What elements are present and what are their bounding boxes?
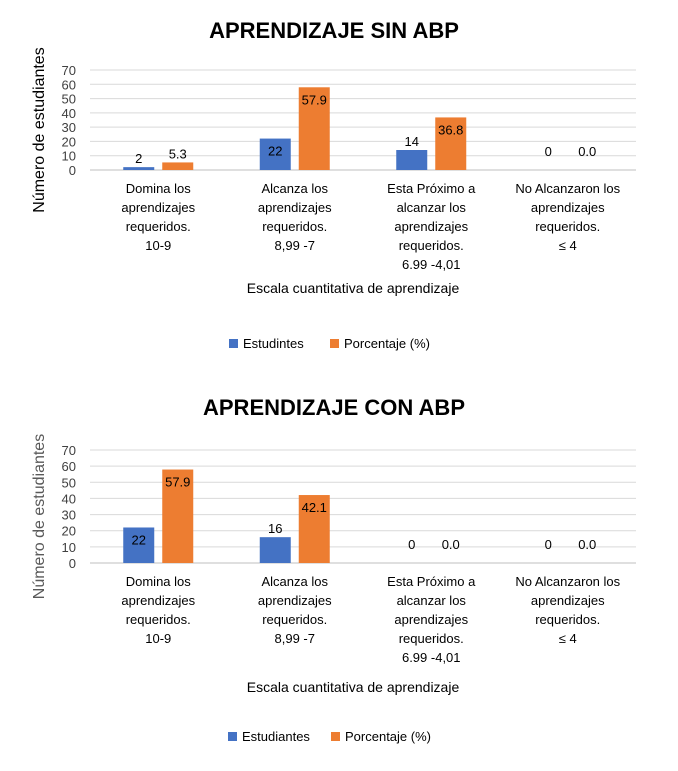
x-axis-title: Escala cuantitativa de aprendizaje — [247, 280, 460, 296]
legend-swatch — [229, 339, 238, 348]
y-tick-label: 60 — [62, 459, 76, 474]
y-tick-label: 70 — [62, 443, 76, 458]
x-category-label: aprendizajes — [121, 200, 195, 215]
x-category-label: aprendizajes — [121, 593, 195, 608]
bar-porcentaje — [298, 495, 330, 563]
y-tick-label: 40 — [62, 106, 76, 121]
chart-svg: APRENDIZAJE CON ABP010203040506070Número… — [31, 395, 636, 744]
bar-porcentaje — [162, 469, 194, 563]
legend-label: Estudiantes — [242, 729, 310, 744]
y-tick-label: 0 — [69, 163, 76, 178]
y-axis-title: Número de estudiantes — [31, 434, 48, 599]
bar-porcentaje — [298, 87, 330, 170]
data-label: 0.0 — [442, 537, 460, 552]
legend-label: Estudintes — [243, 336, 304, 351]
bar-estudiantes — [123, 167, 155, 170]
y-tick-label: 30 — [62, 508, 76, 523]
y-tick-label: 60 — [62, 77, 76, 92]
x-category-label: aprendizajes — [258, 200, 332, 215]
bar-estudiantes — [123, 527, 155, 563]
y-axis-title: Número de estudiantes — [31, 47, 48, 212]
data-label: 36.8 — [438, 122, 463, 137]
x-category-label: requeridos. — [262, 219, 327, 234]
data-label: 57.9 — [165, 475, 190, 490]
x-category-label: alcanzar los — [397, 593, 467, 608]
y-tick-label: 20 — [62, 134, 76, 149]
y-tick-label: 40 — [62, 491, 76, 506]
data-label: 22 — [268, 144, 282, 159]
x-category-label: 6.99 -4,01 — [402, 650, 461, 665]
data-label: 0 — [545, 144, 552, 159]
chart-title: APRENDIZAJE CON ABP — [203, 395, 465, 420]
y-tick-label: 10 — [62, 149, 76, 164]
y-tick-label: 50 — [62, 475, 76, 490]
x-category-label: aprendizajes — [394, 612, 468, 627]
x-category-label: No Alcanzaron los — [515, 574, 620, 589]
x-category-label: aprendizajes — [258, 593, 332, 608]
data-label: 16 — [268, 521, 282, 536]
data-label: 57.9 — [302, 92, 327, 107]
x-category-label: Esta Próximo a — [387, 181, 476, 196]
bar-estudiantes — [396, 150, 428, 170]
data-label: 2 — [135, 151, 142, 166]
data-label: 0.0 — [578, 144, 596, 159]
x-category-label: ≤ 4 — [559, 631, 577, 646]
x-category-label: requeridos. — [535, 612, 600, 627]
bar-porcentaje — [162, 162, 194, 170]
bar-estudiantes — [259, 138, 291, 170]
x-category-label: Domina los — [126, 181, 192, 196]
data-label: 42.1 — [302, 500, 327, 515]
bar-porcentaje — [435, 117, 467, 170]
bar-estudiantes — [259, 537, 291, 563]
x-category-label: requeridos. — [535, 219, 600, 234]
x-category-label: Esta Próximo a — [387, 574, 476, 589]
legend-swatch — [330, 339, 339, 348]
legend-swatch — [331, 732, 340, 741]
x-category-label: 6.99 -4,01 — [402, 257, 461, 272]
x-category-label: aprendizajes — [531, 593, 605, 608]
x-category-label: Domina los — [126, 574, 192, 589]
x-category-label: alcanzar los — [397, 200, 467, 215]
x-category-label: 8,99 -7 — [275, 238, 315, 253]
chart-aprendizaje-con-abp: APRENDIZAJE CON ABP 0 10 20 30 40 50 60 70 Número… — [0, 385, 678, 771]
chart-aprendizaje-sin-abp: APRENDIZAJE SIN ABP 0 10 20 30 40 50 60 70 Número… — [0, 0, 678, 380]
x-category-label: No Alcanzaron los — [515, 181, 620, 196]
data-label: 14 — [405, 134, 419, 149]
legend-label: Porcentaje (%) — [344, 336, 430, 351]
x-category-label: ≤ 4 — [559, 238, 577, 253]
y-tick-label: 0 — [69, 556, 76, 571]
data-label: 0 — [545, 537, 552, 552]
data-label: 0 — [408, 537, 415, 552]
x-category-label: 10-9 — [145, 631, 171, 646]
data-label: 0.0 — [578, 537, 596, 552]
x-category-label: Alcanza los — [262, 181, 329, 196]
y-tick-label: 50 — [62, 92, 76, 107]
legend-swatch — [228, 732, 237, 741]
legend-label: Porcentaje (%) — [345, 729, 431, 744]
y-tick-label: 30 — [62, 120, 76, 135]
x-category-label: requeridos. — [399, 238, 464, 253]
y-tick-label: 20 — [62, 524, 76, 539]
y-tick-label: 10 — [62, 540, 76, 555]
data-label: 5.3 — [169, 146, 187, 161]
y-tick-label: 70 — [62, 63, 76, 78]
x-category-label: aprendizajes — [394, 219, 468, 234]
x-category-label: requeridos. — [399, 631, 464, 646]
x-category-label: aprendizajes — [531, 200, 605, 215]
x-axis-title: Escala cuantitativa de aprendizaje — [247, 679, 460, 695]
chart-title: APRENDIZAJE SIN ABP — [209, 18, 459, 43]
chart-svg: APRENDIZAJE SIN ABP010203040506070Número… — [31, 18, 636, 351]
x-category-label: requeridos. — [126, 219, 191, 234]
x-category-label: requeridos. — [262, 612, 327, 627]
x-category-label: 10-9 — [145, 238, 171, 253]
x-category-label: requeridos. — [126, 612, 191, 627]
data-label: 22 — [132, 532, 146, 547]
x-category-label: Alcanza los — [262, 574, 329, 589]
x-category-label: 8,99 -7 — [275, 631, 315, 646]
